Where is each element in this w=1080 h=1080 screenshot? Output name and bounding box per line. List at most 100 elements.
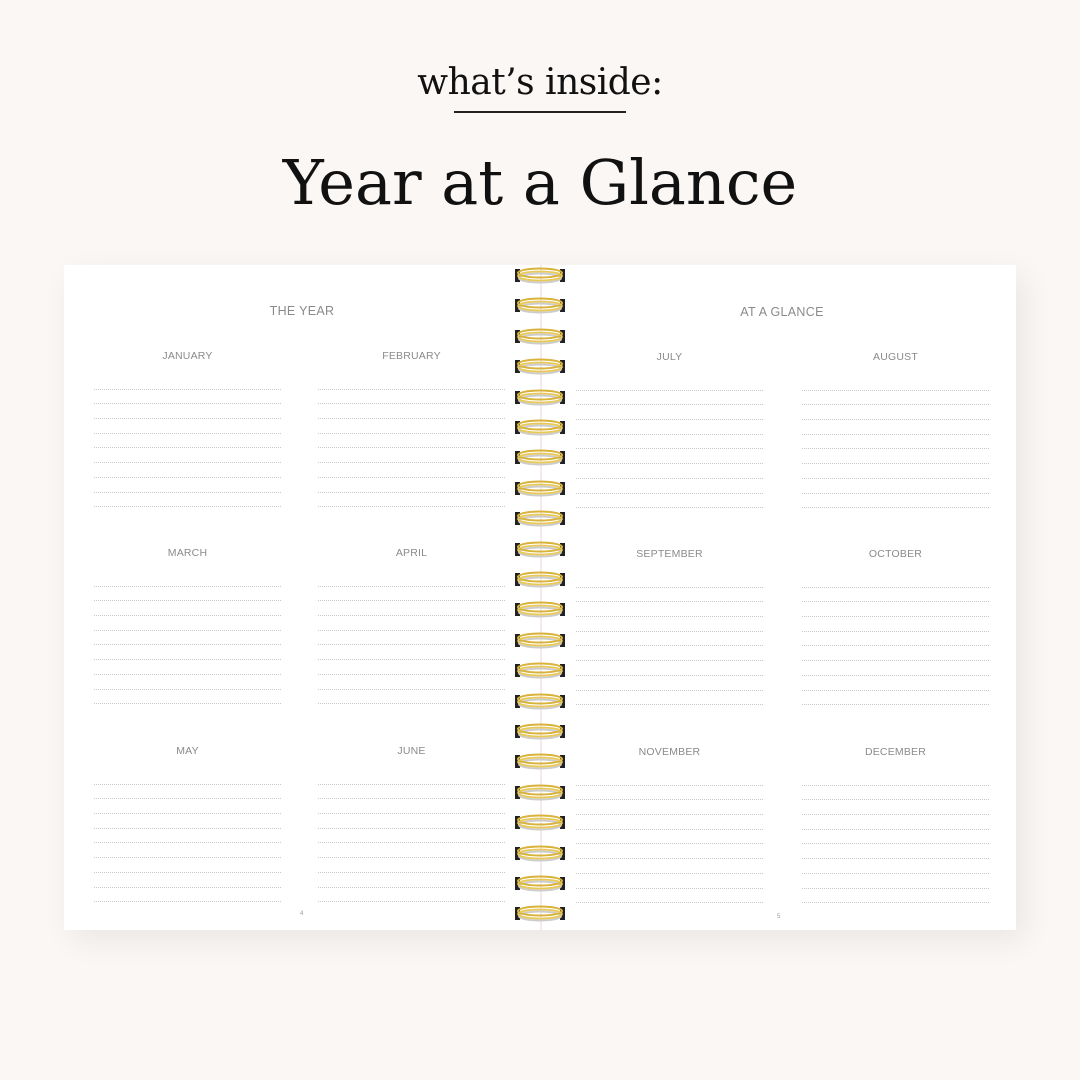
writing-line[interactable] — [802, 464, 989, 479]
writing-line[interactable] — [318, 375, 505, 390]
writing-line[interactable] — [802, 661, 989, 676]
writing-line[interactable] — [94, 631, 281, 646]
writing-line[interactable] — [94, 690, 281, 705]
writing-line[interactable] — [802, 420, 989, 435]
writing-line[interactable] — [802, 435, 989, 450]
writing-line[interactable] — [94, 645, 281, 661]
writing-line[interactable] — [318, 616, 505, 631]
writing-line[interactable] — [802, 815, 989, 830]
writing-line[interactable] — [576, 815, 763, 830]
writing-line[interactable] — [318, 404, 505, 420]
writing-line[interactable] — [94, 375, 281, 390]
writing-line[interactable] — [802, 376, 989, 391]
writing-line[interactable] — [318, 888, 505, 903]
writing-line[interactable] — [318, 660, 505, 675]
writing-line[interactable] — [94, 493, 281, 508]
writing-line[interactable] — [576, 786, 763, 801]
writing-line[interactable] — [94, 858, 281, 873]
writing-line[interactable] — [802, 405, 989, 421]
writing-line[interactable] — [802, 494, 989, 509]
writing-line[interactable] — [94, 888, 281, 903]
writing-line[interactable] — [802, 479, 989, 494]
writing-line[interactable] — [94, 785, 281, 800]
writing-line[interactable] — [576, 449, 763, 465]
writing-line[interactable] — [94, 829, 281, 844]
writing-line[interactable] — [318, 814, 505, 829]
writing-line[interactable] — [318, 572, 505, 587]
writing-line[interactable] — [318, 843, 505, 859]
writing-line[interactable] — [94, 799, 281, 815]
writing-line[interactable] — [318, 785, 505, 800]
writing-line[interactable] — [576, 479, 763, 494]
writing-line[interactable] — [576, 391, 763, 406]
writing-line[interactable] — [94, 770, 281, 785]
writing-line[interactable] — [318, 448, 505, 464]
writing-line[interactable] — [318, 463, 505, 478]
writing-line[interactable] — [94, 404, 281, 420]
writing-line[interactable] — [802, 602, 989, 618]
writing-line[interactable] — [802, 691, 989, 706]
writing-line[interactable] — [94, 463, 281, 478]
writing-line[interactable] — [318, 675, 505, 690]
writing-line[interactable] — [576, 420, 763, 435]
writing-line[interactable] — [576, 676, 763, 691]
writing-line[interactable] — [802, 874, 989, 889]
writing-line[interactable] — [802, 889, 989, 904]
writing-line[interactable] — [94, 390, 281, 405]
writing-line[interactable] — [802, 830, 989, 845]
writing-line[interactable] — [94, 587, 281, 602]
writing-line[interactable] — [576, 889, 763, 904]
writing-line[interactable] — [576, 800, 763, 816]
writing-line[interactable] — [802, 771, 989, 786]
writing-line[interactable] — [318, 493, 505, 508]
writing-line[interactable] — [94, 448, 281, 464]
writing-line[interactable] — [318, 829, 505, 844]
writing-line[interactable] — [576, 859, 763, 874]
writing-line[interactable] — [576, 376, 763, 391]
writing-line[interactable] — [802, 632, 989, 647]
writing-line[interactable] — [94, 572, 281, 587]
writing-line[interactable] — [802, 800, 989, 816]
writing-line[interactable] — [576, 661, 763, 676]
writing-line[interactable] — [318, 601, 505, 617]
writing-line[interactable] — [318, 390, 505, 405]
writing-line[interactable] — [94, 814, 281, 829]
writing-line[interactable] — [318, 434, 505, 449]
writing-line[interactable] — [318, 873, 505, 888]
writing-line[interactable] — [576, 588, 763, 603]
writing-line[interactable] — [802, 617, 989, 632]
writing-line[interactable] — [802, 786, 989, 801]
writing-line[interactable] — [576, 602, 763, 618]
writing-line[interactable] — [576, 646, 763, 662]
writing-line[interactable] — [94, 616, 281, 631]
writing-line[interactable] — [576, 405, 763, 421]
writing-line[interactable] — [318, 858, 505, 873]
writing-line[interactable] — [576, 771, 763, 786]
writing-line[interactable] — [94, 843, 281, 859]
writing-line[interactable] — [94, 873, 281, 888]
writing-line[interactable] — [576, 632, 763, 647]
writing-line[interactable] — [802, 449, 989, 465]
writing-line[interactable] — [318, 478, 505, 493]
writing-line[interactable] — [802, 676, 989, 691]
writing-line[interactable] — [94, 675, 281, 690]
writing-line[interactable] — [576, 691, 763, 706]
writing-line[interactable] — [94, 601, 281, 617]
writing-line[interactable] — [576, 844, 763, 860]
writing-line[interactable] — [318, 690, 505, 705]
writing-line[interactable] — [576, 573, 763, 588]
writing-line[interactable] — [576, 617, 763, 632]
writing-line[interactable] — [576, 830, 763, 845]
writing-line[interactable] — [802, 391, 989, 406]
writing-line[interactable] — [576, 494, 763, 509]
writing-line[interactable] — [802, 844, 989, 860]
writing-line[interactable] — [318, 631, 505, 646]
writing-line[interactable] — [802, 573, 989, 588]
writing-line[interactable] — [802, 588, 989, 603]
writing-line[interactable] — [94, 478, 281, 493]
writing-line[interactable] — [576, 464, 763, 479]
writing-line[interactable] — [94, 419, 281, 434]
writing-line[interactable] — [576, 874, 763, 889]
writing-line[interactable] — [318, 799, 505, 815]
writing-line[interactable] — [576, 435, 763, 450]
